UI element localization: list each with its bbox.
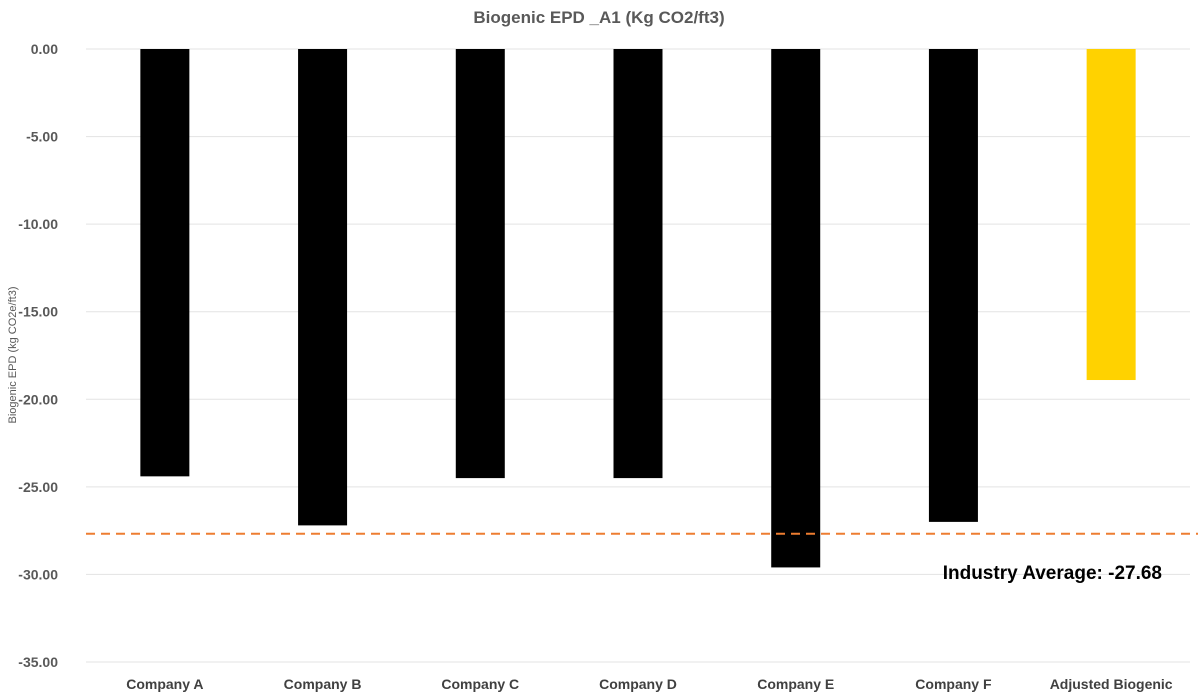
y-tick-label: -10.00 [18,216,58,232]
bar [771,49,821,568]
x-tick-label: Company E [757,676,834,692]
bar [298,49,348,526]
y-tick-label: 0.00 [31,41,58,57]
x-tick-label: Company F [915,676,992,692]
bar [1086,49,1136,381]
bar [140,49,190,477]
y-axis-label: Biogenic EPD (kg CO2e/ft3) [7,287,19,424]
y-tick-label: -20.00 [18,391,58,407]
industry-average-label: Industry Average: -27.68 [943,563,1162,584]
x-tick-label: Company A [126,676,203,692]
x-tick-label: Company C [441,676,519,692]
bars [140,49,1136,568]
y-tick-label: -25.00 [18,479,58,495]
y-ticks: 0.00 -5.00 -10.00 -15.00 -20.00 -25.00 -30.00 -… [18,41,58,670]
y-tick-label: -5.00 [26,129,58,145]
bar [455,49,505,479]
bar [928,49,978,522]
x-tick-label: Company D [599,676,677,692]
y-tick-label: -15.00 [18,304,58,320]
x-tick-label: Adjusted Biogenic [1050,676,1173,692]
y-tick-label: -30.00 [18,566,58,582]
x-ticks: Company A Company B Company C Company D Comp… [126,676,1173,692]
x-tick-label: Company B [284,676,362,692]
chart-title: Biogenic EPD _A1 (Kg CO2/ft3) [473,8,724,27]
bar [613,49,663,479]
y-tick-label: -35.00 [18,654,58,670]
